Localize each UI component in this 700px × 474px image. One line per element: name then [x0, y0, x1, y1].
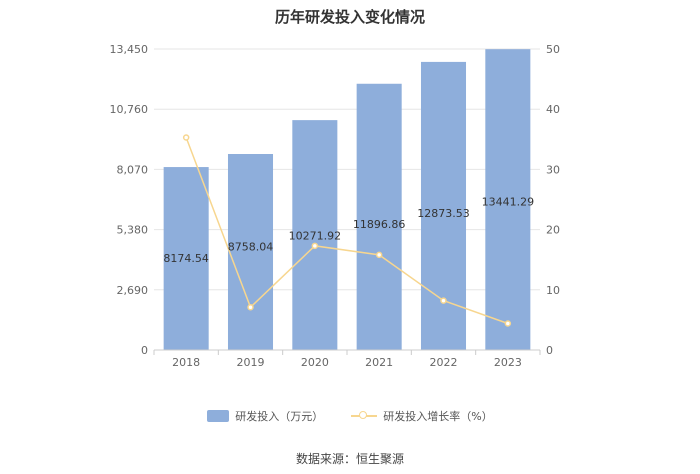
bar-data-label: 8174.54: [163, 252, 209, 265]
x-tick-label: 2019: [237, 356, 265, 369]
bar-data-label: 12873.53: [417, 207, 470, 220]
bar: [163, 167, 209, 350]
x-tick-label: 2018: [172, 356, 200, 369]
data-source: 数据来源：恒生聚源: [295, 452, 404, 466]
bar-data-label: 8758.04: [228, 241, 274, 254]
bar: [227, 154, 274, 350]
y-right-tick-label: 40: [546, 103, 560, 116]
x-tick-label: 2022: [430, 356, 458, 369]
y-right-tick-label: 20: [546, 224, 560, 237]
x-tick-label: 2020: [301, 356, 329, 369]
legend-item-line[interactable]: 研发投入增长率（%）: [351, 408, 493, 424]
y-right-tick-label: 10: [546, 284, 560, 297]
y-right-tick-label: 30: [546, 163, 560, 176]
y-left-tick-label: 5,380: [117, 224, 149, 237]
bar-data-label: 10271.92: [289, 229, 342, 242]
y-left-tick-label: 10,760: [110, 103, 149, 116]
y-left-tick-label: 8,070: [117, 163, 149, 176]
legend-item-bar[interactable]: 研发投入（万元）: [207, 408, 323, 424]
growth-point: [375, 251, 383, 259]
y-left-tick-label: 13,450: [110, 43, 149, 56]
bar: [292, 120, 338, 350]
growth-line: [185, 137, 509, 325]
legend: 研发投入（万元） 研发投入增长率（%）: [0, 408, 700, 424]
bar-data-label: 13441.29: [482, 196, 535, 209]
bar: [356, 83, 402, 351]
y-right-tick-label: 0: [546, 344, 553, 357]
growth-point: [504, 320, 512, 327]
y-left-tick-label: 2,690: [117, 284, 149, 297]
chart-plot: 0 2,690 5,380 8,070 10,760 13,450 0 10 20 30 40 50 2…: [110, 43, 561, 369]
legend-line-label: 研发投入增长率（%）: [383, 410, 493, 423]
growth-point: [182, 134, 190, 141]
bar: [485, 49, 531, 351]
legend-bar-label: 研发投入（万元）: [235, 410, 324, 423]
chart-title: 历年研发投入变化情况: [274, 8, 425, 26]
legend-bar-swatch: [207, 410, 230, 422]
y-right-tick-label: 50: [546, 43, 560, 56]
x-tick-label: 2021: [365, 356, 393, 369]
legend-line-swatch: [351, 410, 378, 422]
growth-point: [440, 297, 447, 304]
y-left-tick-label: 0: [141, 344, 148, 357]
bar-data-label: 11896.86: [353, 218, 406, 231]
growth-point: [247, 304, 254, 311]
x-tick-label: 2023: [494, 356, 522, 369]
growth-point: [311, 242, 319, 250]
